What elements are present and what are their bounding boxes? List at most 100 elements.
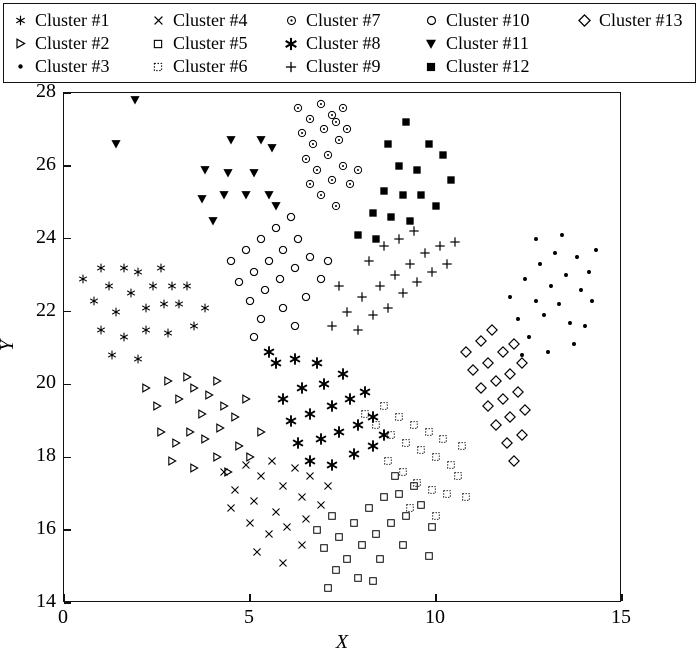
data-point-cluster-1 xyxy=(126,288,136,298)
data-point-cluster-4 xyxy=(305,471,315,481)
legend-label: Cluster #4 xyxy=(173,10,248,30)
data-point-cluster-12 xyxy=(424,140,433,149)
data-point-cluster-6 xyxy=(383,456,392,465)
data-point-cluster-11 xyxy=(129,95,140,106)
data-point-cluster-2 xyxy=(234,441,244,452)
data-point-cluster-9 xyxy=(326,321,337,332)
data-point-cluster-9 xyxy=(364,255,375,266)
data-point-cluster-3 xyxy=(573,253,581,261)
y-tick-mark xyxy=(64,456,71,458)
data-point-cluster-5 xyxy=(312,526,321,535)
data-point-cluster-10 xyxy=(271,223,281,233)
data-point-cluster-13 xyxy=(504,367,517,380)
data-point-cluster-6 xyxy=(432,511,441,520)
data-point-cluster-4 xyxy=(264,529,274,539)
data-point-cluster-8 xyxy=(351,418,364,431)
y-tick-mark xyxy=(64,383,71,386)
data-point-cluster-8 xyxy=(348,447,361,460)
data-point-cluster-7 xyxy=(327,110,337,120)
legend-item-cluster-12: Cluster #12 xyxy=(423,56,576,77)
data-point-cluster-9 xyxy=(442,259,453,270)
data-point-cluster-2 xyxy=(141,383,151,393)
data-point-cluster-2 xyxy=(189,463,200,474)
data-point-cluster-11 xyxy=(111,139,122,150)
data-point-cluster-13 xyxy=(508,454,521,467)
data-point-cluster-4 xyxy=(271,507,281,517)
data-point-cluster-12 xyxy=(405,216,414,225)
data-point-cluster-6 xyxy=(428,486,437,495)
legend-item-cluster-9: Cluster #9 xyxy=(283,56,423,77)
data-point-cluster-8 xyxy=(366,411,379,424)
data-point-cluster-6 xyxy=(454,471,463,480)
data-point-cluster-12 xyxy=(353,231,362,240)
data-point-cluster-1 xyxy=(163,328,173,338)
data-point-cluster-7 xyxy=(342,124,352,134)
legend: Cluster #1 Cluster #4 Cluster #7 Cluster #1… xyxy=(3,3,696,83)
data-point-cluster-10 xyxy=(286,212,296,222)
data-point-cluster-5 xyxy=(376,555,385,564)
data-point-cluster-4 xyxy=(282,522,292,532)
legend-label: Cluster #13 xyxy=(599,10,683,30)
diamond-open-marker-icon xyxy=(576,14,592,27)
y-tick-mark xyxy=(64,529,71,531)
data-point-cluster-5 xyxy=(417,500,426,509)
data-point-cluster-12 xyxy=(383,140,392,149)
legend-label: Cluster #8 xyxy=(306,33,381,53)
data-point-cluster-3 xyxy=(525,333,533,341)
data-point-cluster-2 xyxy=(200,434,211,444)
data-point-cluster-3 xyxy=(577,286,585,294)
data-point-cluster-3 xyxy=(540,311,548,319)
data-point-cluster-13 xyxy=(467,363,480,376)
data-point-cluster-7 xyxy=(319,124,329,134)
data-point-cluster-3 xyxy=(536,260,544,268)
data-point-cluster-1 xyxy=(141,325,151,335)
data-point-cluster-6 xyxy=(361,409,370,418)
data-point-cluster-4 xyxy=(249,496,259,506)
data-point-cluster-11 xyxy=(256,135,267,146)
data-point-cluster-2 xyxy=(197,408,207,419)
data-point-cluster-6 xyxy=(443,489,452,498)
data-point-cluster-9 xyxy=(367,310,378,321)
data-point-cluster-8 xyxy=(284,414,297,427)
dot-marker-icon xyxy=(12,62,28,71)
data-point-cluster-1 xyxy=(174,299,184,309)
data-point-cluster-5 xyxy=(335,533,344,542)
data-point-cluster-7 xyxy=(338,161,348,171)
data-point-cluster-7 xyxy=(301,154,311,164)
data-point-cluster-10 xyxy=(323,256,333,266)
data-point-cluster-9 xyxy=(408,226,419,237)
data-point-cluster-3 xyxy=(566,319,574,327)
data-point-cluster-8 xyxy=(325,400,338,413)
data-point-cluster-4 xyxy=(297,492,307,502)
data-point-cluster-3 xyxy=(506,293,514,301)
asterisk-marker-icon xyxy=(283,37,299,51)
data-point-cluster-8 xyxy=(303,407,316,420)
y-tick-mark xyxy=(64,165,71,167)
data-point-cluster-5 xyxy=(342,555,351,564)
data-point-cluster-10 xyxy=(290,263,300,273)
star6-marker-icon xyxy=(12,15,28,26)
data-point-cluster-12 xyxy=(398,191,407,200)
data-point-cluster-6 xyxy=(402,438,411,447)
data-point-cluster-4 xyxy=(252,547,262,557)
data-point-cluster-10 xyxy=(249,267,259,277)
data-point-cluster-4 xyxy=(267,456,277,466)
legend-label: Cluster #9 xyxy=(306,56,381,76)
data-point-cluster-5 xyxy=(365,504,374,513)
data-point-cluster-9 xyxy=(393,233,404,244)
data-point-cluster-13 xyxy=(515,429,528,442)
data-point-cluster-11 xyxy=(200,164,211,175)
data-point-cluster-1 xyxy=(107,350,117,360)
data-point-cluster-9 xyxy=(412,277,423,288)
data-point-cluster-9 xyxy=(404,259,415,270)
data-point-cluster-13 xyxy=(474,334,487,347)
data-point-cluster-6 xyxy=(413,478,422,487)
data-point-cluster-3 xyxy=(551,249,559,257)
cross-marker-icon xyxy=(150,15,166,26)
data-point-cluster-5 xyxy=(350,518,359,527)
data-point-cluster-10 xyxy=(293,234,303,244)
data-point-cluster-12 xyxy=(413,165,422,174)
circle-dot-marker-icon xyxy=(283,15,299,26)
data-point-cluster-1 xyxy=(96,325,106,335)
y-tick-mark xyxy=(64,92,71,94)
